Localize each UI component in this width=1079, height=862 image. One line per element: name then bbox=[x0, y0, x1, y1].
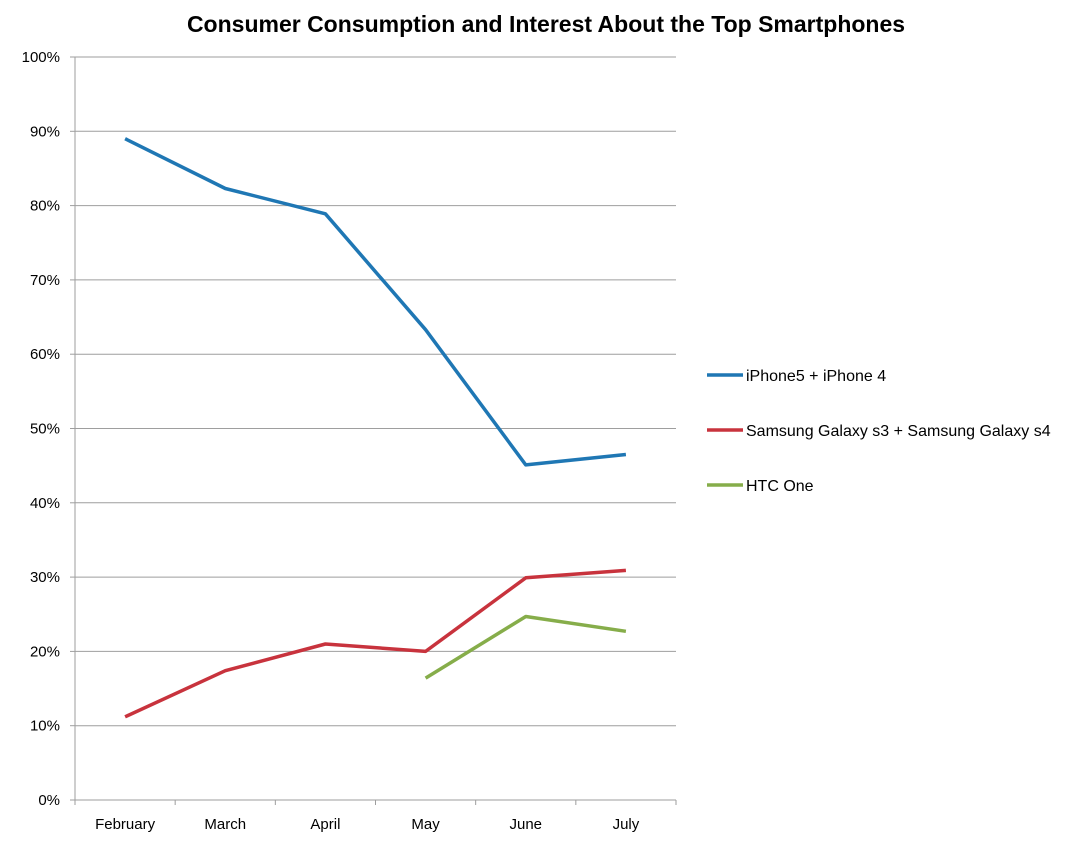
x-axis-tick-labels: February March April May June July bbox=[95, 816, 640, 833]
series-line-3 bbox=[424, 614, 627, 680]
series-line-2 bbox=[124, 568, 627, 719]
y-tick-label: 0% bbox=[38, 792, 60, 809]
y-tick-label: 10% bbox=[30, 718, 60, 735]
y-tick-label: 80% bbox=[30, 198, 60, 215]
x-tick-label: June bbox=[509, 816, 542, 833]
x-tick-label: May bbox=[411, 816, 440, 833]
x-tick-label: February bbox=[95, 816, 156, 833]
axes bbox=[70, 56, 677, 805]
x-tick-label: July bbox=[613, 816, 640, 833]
y-tick-label: 30% bbox=[30, 569, 60, 586]
gridlines bbox=[75, 56, 676, 727]
y-tick-label: 60% bbox=[30, 346, 60, 363]
y-tick-label: 70% bbox=[30, 272, 60, 289]
legend: iPhone5 + iPhone 4 Samsung Galaxy s3 + Sa… bbox=[707, 368, 1051, 495]
legend-label: iPhone5 + iPhone 4 bbox=[746, 368, 886, 385]
y-tick-label: 100% bbox=[22, 49, 60, 66]
series-lines bbox=[124, 137, 627, 719]
legend-label: Samsung Galaxy s3 + Samsung Galaxy s4 bbox=[746, 423, 1051, 440]
x-tick-label: April bbox=[310, 816, 340, 833]
chart-title: Consumer Consumption and Interest About … bbox=[187, 11, 905, 37]
y-axis-tick-labels: 0% 10% 20% 30% 40% 50% 60% 70% 80% 90% 100% bbox=[22, 49, 60, 809]
x-tick-label: March bbox=[204, 816, 246, 833]
legend-label: HTC One bbox=[746, 478, 814, 495]
series-line-1 bbox=[124, 137, 627, 467]
y-tick-label: 50% bbox=[30, 421, 60, 438]
y-tick-label: 40% bbox=[30, 495, 60, 512]
y-tick-label: 90% bbox=[30, 123, 60, 140]
y-tick-label: 20% bbox=[30, 643, 60, 660]
